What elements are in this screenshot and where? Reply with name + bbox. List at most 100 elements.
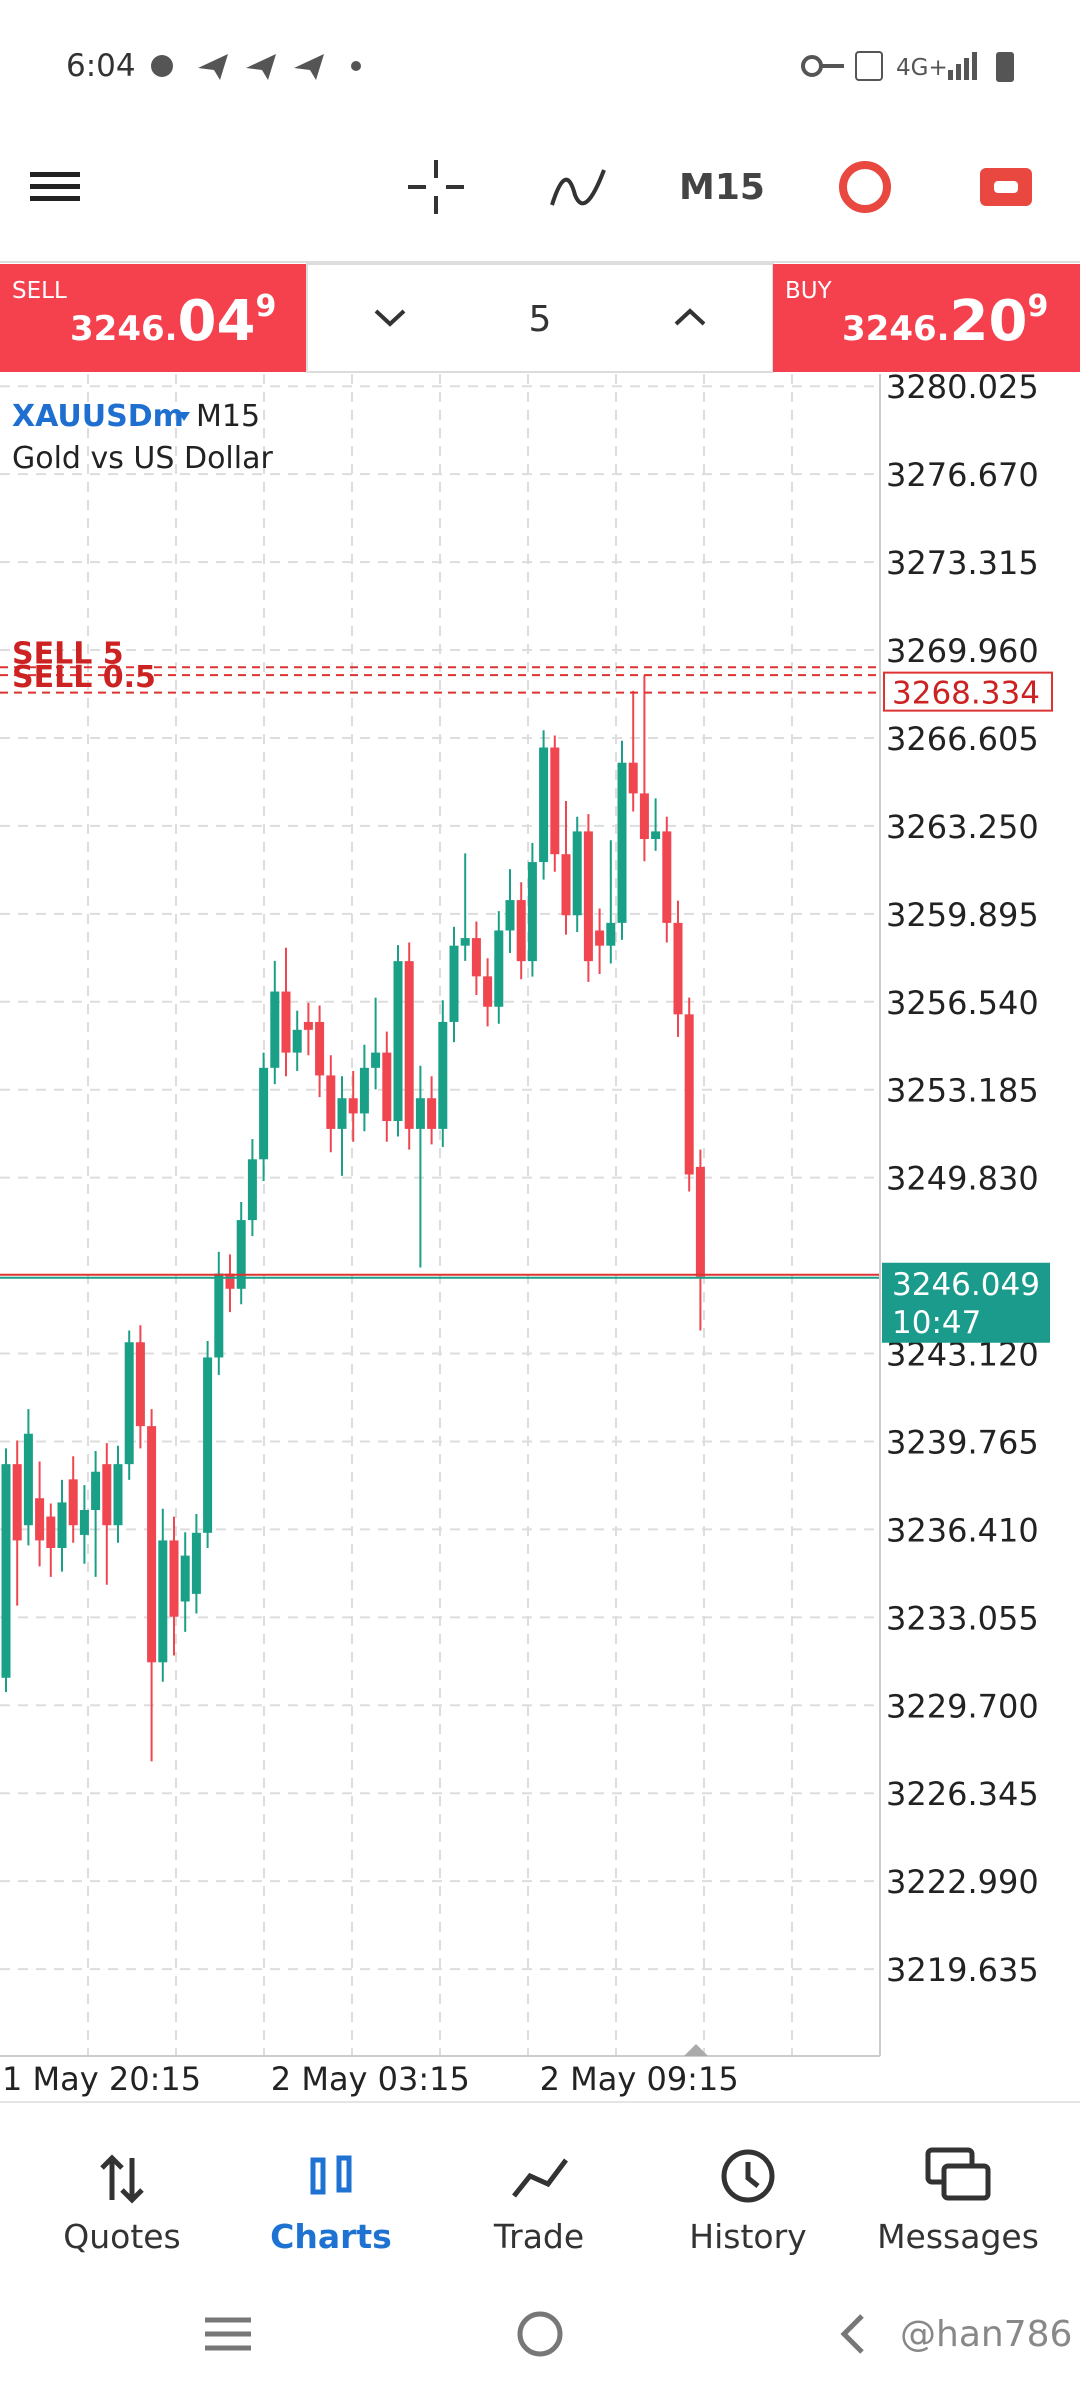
telegram-icon xyxy=(198,54,228,80)
y-tick-label: 3226.345 xyxy=(886,1775,1039,1813)
y-tick-label: 3276.670 xyxy=(886,456,1039,494)
y-tick-label: 3259.895 xyxy=(886,896,1039,934)
candle-body xyxy=(449,945,459,1022)
x-tick-label: 2 May 09:15 xyxy=(540,2060,739,2098)
candle-body xyxy=(527,862,537,962)
symbol-dropdown[interactable] xyxy=(178,412,190,421)
sell-button[interactable] xyxy=(0,264,307,372)
buy-price: 3246.209 xyxy=(842,289,1048,354)
signal-bar xyxy=(948,70,953,80)
candle-body xyxy=(147,1426,157,1663)
history-icon[interactable] xyxy=(745,2162,760,2188)
candle-body xyxy=(236,1220,246,1289)
candle-body xyxy=(337,1098,347,1129)
nav-label[interactable]: History xyxy=(689,2217,806,2256)
back-button[interactable] xyxy=(840,2314,864,2354)
one-click-icon xyxy=(994,181,1018,193)
crosshair-button[interactable] xyxy=(408,160,464,214)
nav-label[interactable]: Charts xyxy=(270,2217,392,2256)
volume-value[interactable]: 5 xyxy=(529,299,552,340)
candle-body xyxy=(203,1357,213,1533)
sell-price-big: 04 xyxy=(178,289,256,354)
y-tick-label: 3249.830 xyxy=(886,1160,1039,1198)
timeframe-button[interactable]: M15 xyxy=(679,167,765,208)
candle-body xyxy=(505,900,515,931)
y-tick-label: 3222.990 xyxy=(886,1863,1039,1901)
menu-bar xyxy=(30,184,80,189)
dot-icon xyxy=(351,61,361,71)
signal-bar xyxy=(956,64,961,80)
sell-label: SELL xyxy=(12,278,67,304)
candle-body xyxy=(79,1510,89,1535)
candle-body xyxy=(460,938,470,946)
buy-button[interactable] xyxy=(773,264,1080,372)
indicators-button[interactable] xyxy=(550,169,606,206)
candle-body xyxy=(303,1021,313,1030)
bid-box xyxy=(882,1262,1050,1343)
y-tick-label: 3219.635 xyxy=(886,1951,1039,1989)
menu-button[interactable] xyxy=(30,172,80,201)
position-price-box xyxy=(883,671,1053,712)
candle-body xyxy=(639,793,649,839)
candle-body xyxy=(606,922,616,946)
chart-subtitle: Gold vs US Dollar xyxy=(12,441,273,476)
watermark: @han786 xyxy=(900,2314,1072,2355)
messages-icon[interactable] xyxy=(941,2163,991,2201)
candle-body xyxy=(191,1532,201,1594)
status-icons xyxy=(151,51,1014,82)
trade-timer-button[interactable] xyxy=(839,161,891,213)
trade-icon[interactable] xyxy=(512,2158,568,2198)
candle-body xyxy=(628,762,638,794)
buy-price-big: 20 xyxy=(950,289,1028,354)
x-tick-label: 2 May 03:15 xyxy=(271,2060,470,2098)
recents-button[interactable] xyxy=(205,2317,251,2351)
nav-label[interactable]: Trade xyxy=(493,2217,584,2256)
y-tick-label: 3236.410 xyxy=(886,1511,1039,1549)
candle-body xyxy=(427,1098,437,1129)
candle-body xyxy=(359,1067,369,1114)
signal-bar xyxy=(972,52,977,80)
candle-body xyxy=(35,1498,45,1541)
candle-body xyxy=(12,1464,22,1541)
volume-up-button[interactable] xyxy=(674,308,706,326)
history-icon[interactable] xyxy=(721,2149,775,2203)
network-label: 4G+ xyxy=(896,55,948,81)
bottom-nav: Quotes Charts Trade History Messages xyxy=(63,2217,1039,2256)
candle-body xyxy=(135,1342,145,1427)
y-tick-label: 3256.540 xyxy=(886,984,1039,1022)
candle-body xyxy=(583,831,593,962)
y-tick-label: 3266.605 xyxy=(886,720,1039,758)
lte-icon xyxy=(855,51,883,81)
candle-body xyxy=(281,991,291,1053)
order-label: SELL 5 xyxy=(12,636,124,671)
symbol-label[interactable]: XAUUSDm xyxy=(12,399,184,434)
candle-body xyxy=(180,1555,190,1602)
candle-body xyxy=(124,1342,134,1465)
candle-body xyxy=(382,1052,392,1122)
nav-label[interactable]: Quotes xyxy=(63,2217,181,2256)
candle-body xyxy=(348,1098,358,1114)
candle-body xyxy=(471,938,481,977)
candle-body xyxy=(214,1273,224,1358)
candle-body xyxy=(247,1159,257,1221)
quotes-icon[interactable] xyxy=(100,2154,144,2204)
charts-icon[interactable] xyxy=(336,2155,352,2193)
y-tick-label: 3263.250 xyxy=(886,808,1039,846)
x-tick-label: 1 May 20:15 xyxy=(2,2060,201,2098)
home-button[interactable] xyxy=(517,2311,563,2357)
charts-icon[interactable] xyxy=(310,2157,326,2195)
candle-body xyxy=(57,1502,67,1549)
volume-down-button[interactable] xyxy=(374,309,406,327)
candle-body xyxy=(113,1464,123,1526)
y-tick-label: 3273.315 xyxy=(886,544,1039,582)
candle-body xyxy=(483,976,493,1007)
order-label: SELL 0.5 xyxy=(12,660,156,695)
sell-price: 3246.049 xyxy=(70,289,276,354)
candle-body xyxy=(225,1273,235,1289)
candle-body xyxy=(326,1075,336,1129)
buy-price-sup: 9 xyxy=(1027,289,1048,324)
candle-body xyxy=(259,1067,269,1160)
buy-label: BUY xyxy=(785,278,833,304)
nav-label[interactable]: Messages xyxy=(877,2217,1039,2256)
